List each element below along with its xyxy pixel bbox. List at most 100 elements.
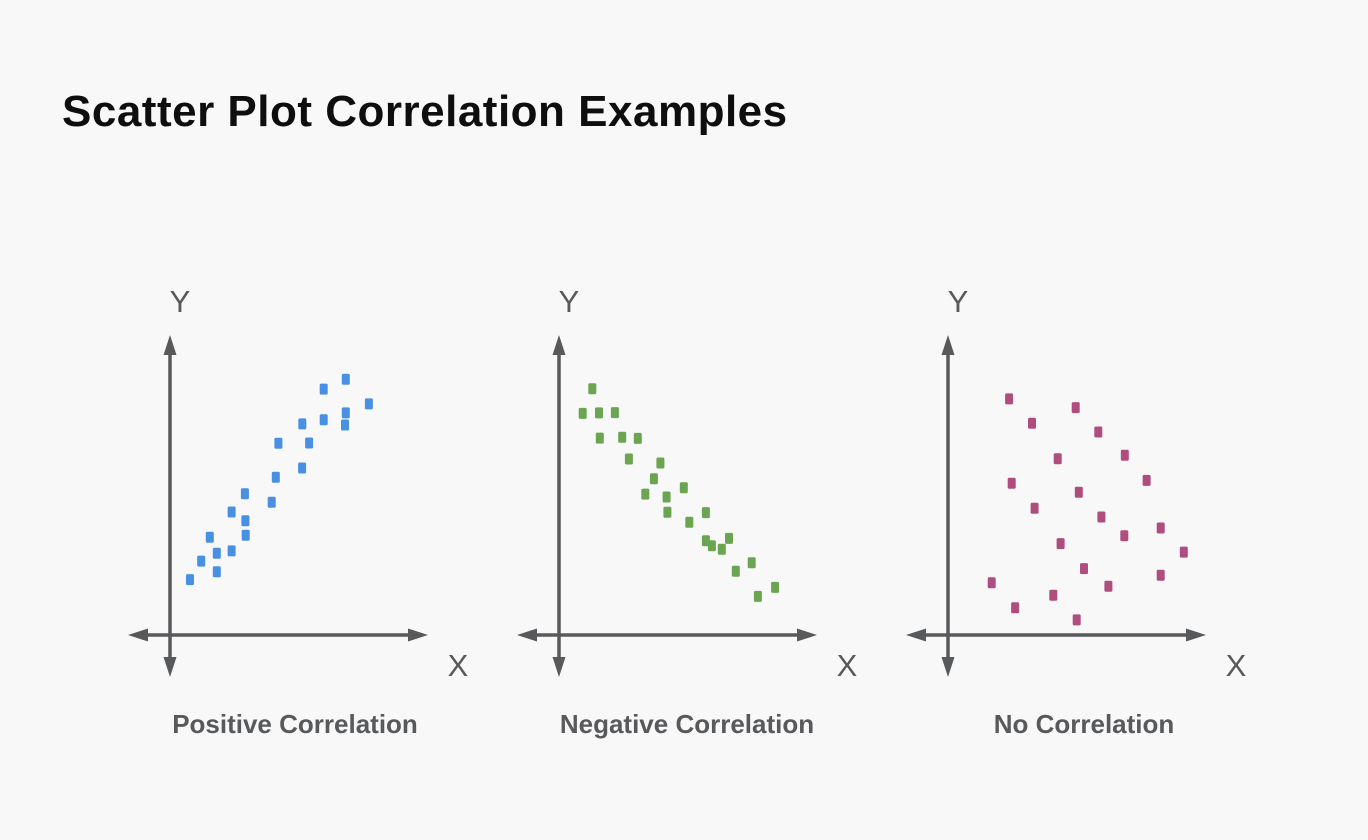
scatter-point [578, 407, 587, 419]
scatter-point [1120, 449, 1129, 461]
scatter-point [1142, 474, 1151, 486]
scatter-point [595, 432, 604, 444]
scatter-point [725, 532, 733, 544]
x-axis-right-arrow-icon [797, 628, 817, 642]
plot-svg: Y X [128, 284, 469, 683]
scatter-point [663, 506, 672, 518]
y-axis-bottom-arrow-icon [552, 657, 566, 677]
scatter-point [662, 491, 671, 503]
scatter-point [1120, 530, 1129, 542]
scatter-point [717, 543, 726, 555]
scatter-point [212, 566, 221, 578]
scatter-point [298, 462, 307, 474]
scatter-point [1049, 589, 1058, 601]
page-title: Scatter Plot Correlation Examples [62, 87, 788, 136]
data-points [186, 373, 373, 586]
data-points [578, 383, 780, 602]
scatter-point [341, 407, 350, 419]
scatter-point [610, 407, 619, 419]
x-axis-left-arrow-icon [128, 628, 148, 642]
scatter-point [1104, 580, 1113, 592]
scatter-point [1097, 511, 1106, 523]
scatter-point [197, 555, 206, 567]
scatter-point [1072, 614, 1081, 626]
x-axis-label: X [448, 648, 469, 683]
scatter-point [1005, 393, 1014, 405]
scatter-point [267, 496, 276, 508]
scatter-point [649, 473, 658, 485]
scatter-plot-negative-correlation: Y X Negative Correlation [489, 280, 879, 790]
y-axis-top-arrow-icon [163, 335, 177, 355]
x-axis-left-arrow-icon [517, 628, 537, 642]
scatter-point [319, 383, 328, 395]
scatter-point [1030, 502, 1039, 514]
scatter-point [205, 531, 214, 543]
x-axis-right-arrow-icon [408, 628, 428, 642]
scatter-point [1056, 538, 1065, 550]
scatter-point [588, 383, 597, 395]
scatter-point [1156, 569, 1165, 581]
scatter-point [212, 547, 221, 559]
scatter-point [753, 590, 762, 602]
scatter-point [595, 407, 603, 419]
y-axis-label: Y [559, 284, 580, 319]
scatter-point [341, 373, 350, 385]
scatter-point [771, 581, 780, 593]
scatter-point [731, 565, 740, 577]
scatter-point [1053, 453, 1062, 465]
scatter-point [1028, 417, 1036, 429]
axes [128, 335, 428, 677]
y-axis-top-arrow-icon [941, 335, 955, 355]
scatter-point [685, 516, 694, 528]
x-axis-right-arrow-icon [1186, 628, 1206, 642]
axes [517, 335, 817, 677]
scatter-point [341, 419, 349, 431]
y-axis-top-arrow-icon [552, 335, 566, 355]
scatter-point [1074, 486, 1083, 498]
y-axis-bottom-arrow-icon [941, 657, 955, 677]
scatter-point [618, 431, 627, 443]
scatter-point [240, 488, 249, 500]
scatter-plot-no-correlation: Y X No Correlation [878, 280, 1268, 790]
scatter-point [633, 432, 642, 444]
scatter-point [747, 557, 756, 569]
x-axis-label: X [837, 648, 858, 683]
y-axis-bottom-arrow-icon [163, 657, 177, 677]
scatter-point [1080, 563, 1088, 575]
plot-caption: Negative Correlation [559, 709, 815, 739]
scatter-point [364, 398, 373, 410]
scatter-point [1179, 546, 1188, 558]
plot-caption: No Correlation [993, 709, 1175, 739]
scatter-point [1007, 477, 1016, 489]
scatter-point [1156, 522, 1165, 534]
scatter-point [298, 418, 307, 430]
y-axis-label: Y [170, 284, 191, 319]
scatter-point [227, 545, 236, 557]
plot-svg: Y X [906, 284, 1247, 683]
scatter-point [186, 574, 194, 586]
scatter-point [274, 437, 283, 449]
x-axis-left-arrow-icon [906, 628, 926, 642]
scatter-point [656, 457, 665, 469]
scatter-point [1011, 602, 1020, 614]
plot-caption: Positive Correlation [172, 709, 418, 739]
scatter-point [241, 529, 250, 541]
scatter-point [701, 507, 710, 519]
y-axis-label: Y [948, 284, 969, 319]
axes [906, 335, 1206, 677]
data-points [987, 393, 1188, 626]
scatter-point [227, 506, 236, 518]
scatter-point [987, 577, 996, 589]
scatter-point [641, 488, 650, 500]
scatter-point [624, 453, 633, 465]
scatter-point [305, 437, 314, 449]
scatter-point [319, 414, 328, 426]
scatter-point [679, 482, 688, 494]
scatter-point [241, 515, 250, 527]
plot-svg: Y X [517, 284, 858, 683]
scatter-point [1071, 402, 1080, 414]
scatter-point [707, 540, 716, 552]
scatter-plot-positive-correlation: Y X Positive Correlation [100, 280, 490, 790]
scatter-point [271, 471, 280, 483]
